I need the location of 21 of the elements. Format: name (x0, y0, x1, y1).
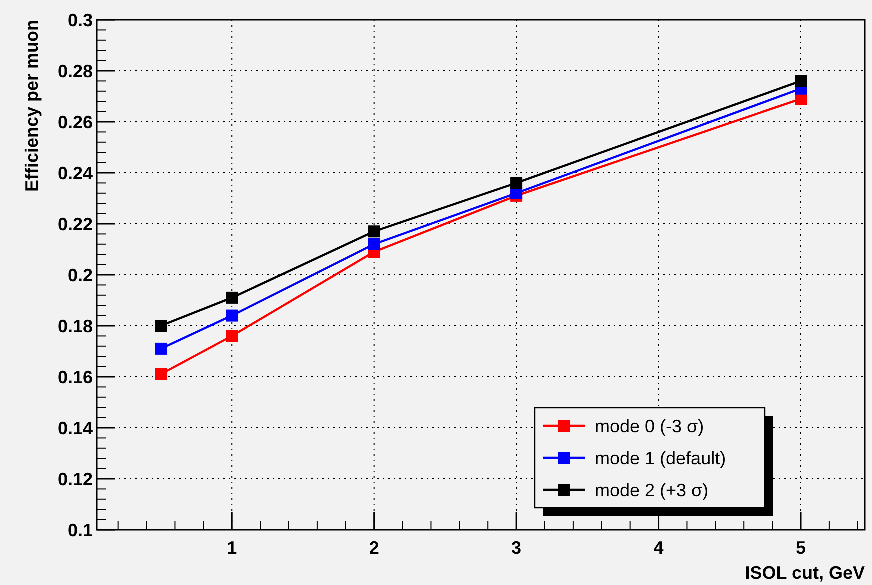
x-tick-label: 5 (796, 538, 806, 558)
legend-label: mode 2 (+3 σ) (595, 480, 709, 500)
y-tick-label: 0.1 (68, 520, 93, 540)
y-tick-label: 0.3 (68, 10, 93, 30)
x-tick-label: 3 (512, 538, 522, 558)
y-tick-label: 0.2 (68, 265, 93, 286)
y-axis-title: Efficiency per muon (22, 20, 42, 192)
y-tick-label: 0.22 (58, 214, 93, 234)
y-tick-label: 0.18 (58, 316, 93, 336)
y-tick-label: 0.12 (58, 469, 93, 490)
y-tick-label: 0.14 (58, 418, 93, 438)
x-tick-label: 2 (369, 538, 380, 558)
legend-label: mode 1 (default) (595, 448, 726, 468)
x-tick-label: 1 (227, 538, 238, 558)
y-tick-label: 0.28 (58, 61, 93, 82)
legend-label: mode 0 (-3 σ) (595, 416, 704, 436)
x-tick-label: 4 (654, 538, 664, 558)
y-tick-label: 0.24 (58, 163, 93, 184)
y-tick-label: 0.26 (58, 112, 93, 132)
x-axis-title: ISOL cut, GeV (745, 563, 865, 583)
y-tick-label: 0.16 (58, 367, 93, 388)
